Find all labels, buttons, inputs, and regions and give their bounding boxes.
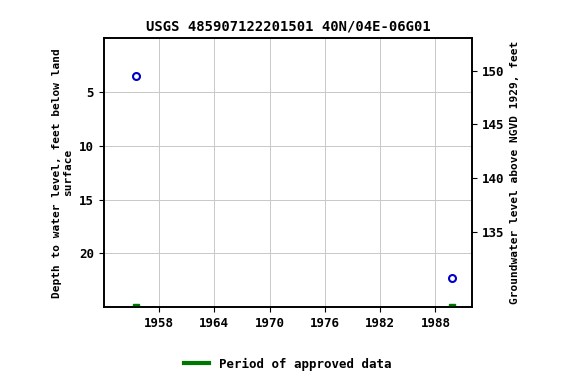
Y-axis label: Groundwater level above NGVD 1929, feet: Groundwater level above NGVD 1929, feet [510, 41, 520, 305]
Y-axis label: Depth to water level, feet below land
surface: Depth to water level, feet below land su… [52, 48, 73, 298]
Title: USGS 485907122201501 40N/04E-06G01: USGS 485907122201501 40N/04E-06G01 [146, 19, 430, 33]
Legend: Period of approved data: Period of approved data [179, 353, 397, 376]
